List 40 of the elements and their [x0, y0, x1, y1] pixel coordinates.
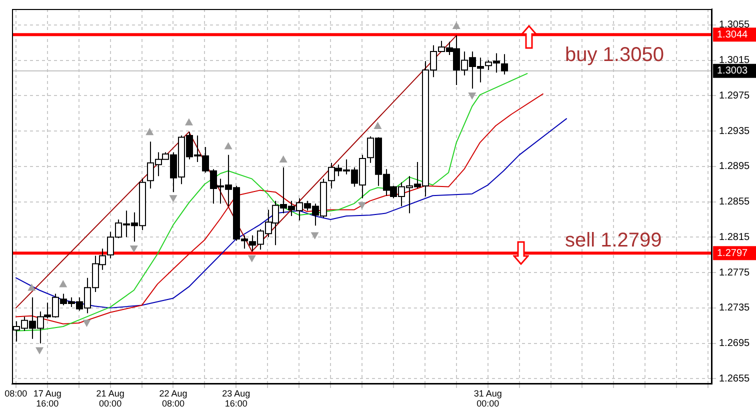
y-tick-label: 1.2975: [719, 90, 750, 102]
point: [82, 320, 91, 327]
point: [36, 347, 44, 354]
y-tick-label: 1.2935: [719, 126, 750, 137]
point: [452, 22, 460, 30]
line-series: [15, 118, 567, 308]
y-tick-label: 1.2815: [719, 232, 750, 243]
ref-line-label: 1.3003: [717, 66, 748, 77]
ref-line-label: 1.2797: [717, 248, 748, 259]
ref-line-label: 1.3044: [717, 29, 748, 40]
x-tick-label: 31 Aug 00:00: [474, 388, 502, 408]
point: [248, 255, 256, 262]
annotation: buy 1.3050: [565, 44, 664, 66]
y-tick-label: 1.3015: [719, 55, 750, 66]
point: [184, 118, 193, 126]
point: [224, 142, 232, 150]
point: [279, 155, 288, 163]
x-tick-label: 17 Aug 16:00: [33, 388, 62, 408]
y-tick-label: 1.2695: [719, 338, 750, 350]
y-tick-label: 1.2735: [719, 302, 750, 314]
annotation: sell 1.2799: [565, 230, 662, 252]
point: [310, 232, 319, 240]
point: [468, 92, 476, 100]
point: [374, 122, 382, 129]
y-tick-label: 1.2895: [719, 161, 750, 172]
candlestick: [501, 54, 508, 75]
y-tick-label: 1.2855: [719, 196, 750, 208]
line-series: [15, 35, 457, 308]
x-tick-label: 22 Aug 08:00: [159, 388, 188, 408]
point: [358, 202, 366, 210]
x-tick-label: 08:00: [4, 388, 28, 398]
point: [28, 284, 36, 291]
y-tick-label: 1.2655: [719, 373, 750, 384]
x-tick-label: 23 Aug 16:00: [222, 388, 250, 408]
x-tick-label: 21 Aug 00:00: [96, 388, 124, 408]
point: [146, 128, 154, 136]
point: [130, 245, 138, 253]
y-tick-label: 1.2775: [719, 267, 750, 278]
point: [59, 280, 68, 288]
point: [169, 195, 178, 202]
